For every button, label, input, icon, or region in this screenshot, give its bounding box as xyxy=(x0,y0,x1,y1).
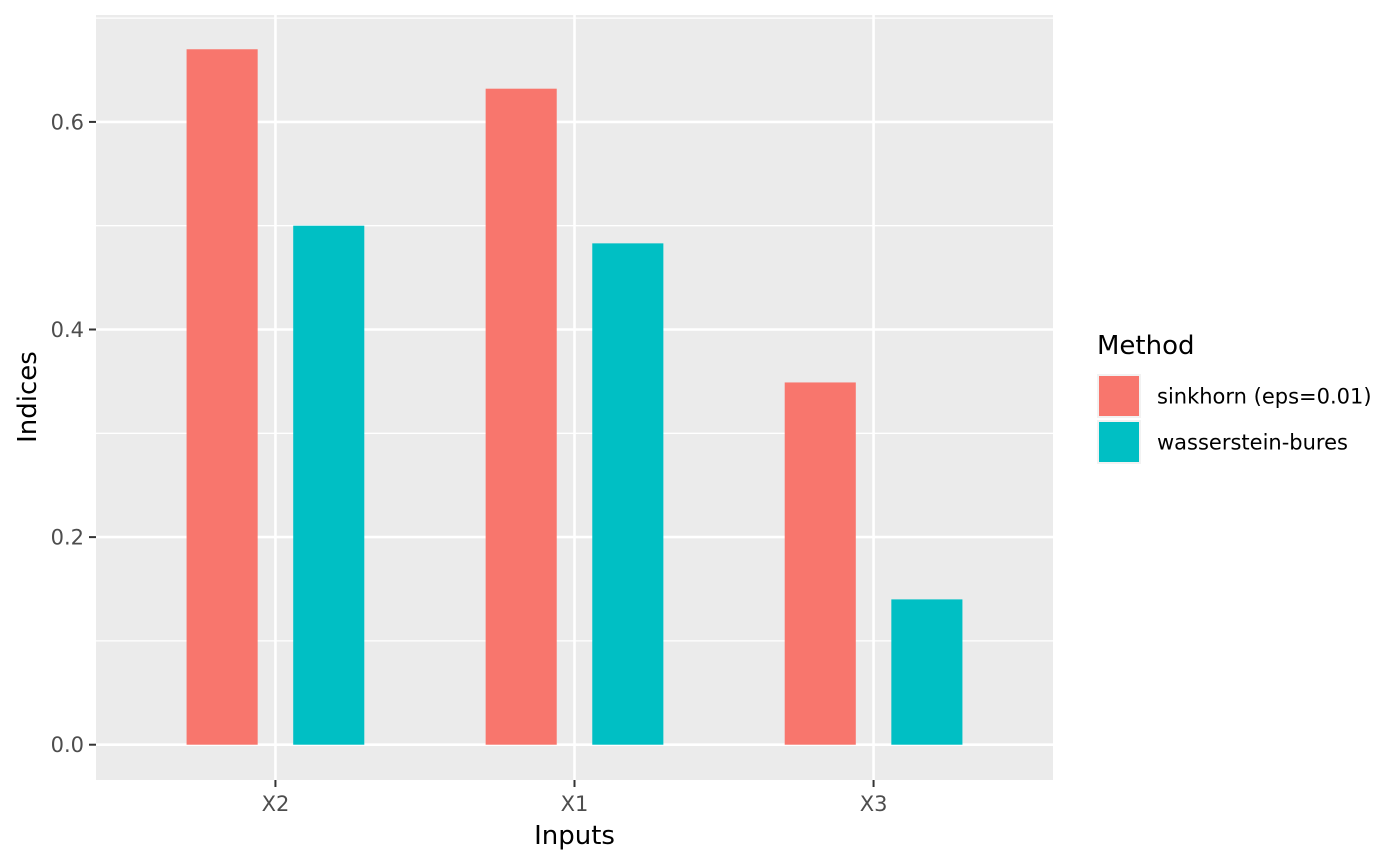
y-tick-label: 0.0 xyxy=(51,733,84,757)
y-tick-label: 0.4 xyxy=(51,318,84,342)
bars xyxy=(186,49,963,745)
bar-x1-series-1 xyxy=(485,88,557,745)
x-tick-label: X2 xyxy=(262,792,290,816)
legend-key-swatch xyxy=(1099,376,1139,416)
bar-x2-series-2 xyxy=(293,225,365,745)
x-axis-title: Inputs xyxy=(534,821,615,851)
legend-title: Method xyxy=(1097,331,1195,361)
legend: Method sinkhorn (eps=0.01) wasserstein-bu… xyxy=(1097,331,1372,464)
bar-x1-series-2 xyxy=(592,243,664,745)
x-axis: X2 X1 X3 xyxy=(262,780,888,816)
bar-x3-series-1 xyxy=(784,382,856,745)
x-tick-label: X1 xyxy=(561,792,589,816)
bar-x3-series-2 xyxy=(891,599,963,745)
y-tick-label: 0.2 xyxy=(51,526,84,550)
y-tick-label: 0.6 xyxy=(51,110,84,134)
legend-label: wasserstein-bures xyxy=(1157,431,1348,455)
x-tick-label: X3 xyxy=(860,792,888,816)
y-axis: 0.0 0.2 0.4 0.6 xyxy=(51,110,96,757)
legend-label: sinkhorn (eps=0.01) xyxy=(1157,385,1372,409)
bar-x2-series-1 xyxy=(186,49,258,745)
y-axis-title: Indices xyxy=(13,351,43,443)
legend-key-swatch xyxy=(1099,422,1139,462)
